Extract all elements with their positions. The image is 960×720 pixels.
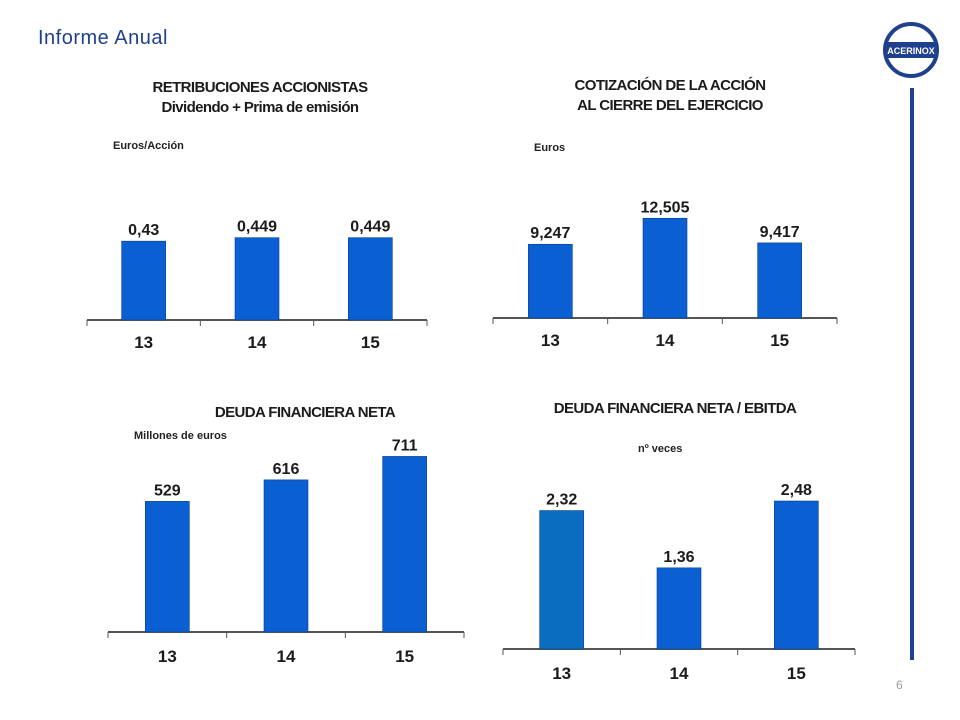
chart-4-tick-label-15: 15 bbox=[787, 664, 806, 683]
chart-4-tick-label-14: 14 bbox=[670, 664, 689, 683]
chart-4-data-label-13: 2,32 bbox=[546, 492, 577, 509]
brand-vertical-rule bbox=[910, 88, 914, 660]
chart-3-bar-14 bbox=[263, 479, 309, 633]
chart-2-data-label-14: 12,505 bbox=[641, 199, 690, 216]
chart-4-title: DEUDA FINANCIERA NETA / EBITDA bbox=[510, 399, 840, 419]
chart-2-bar-15 bbox=[757, 242, 802, 319]
chart-1-tick-label-15: 15 bbox=[361, 333, 380, 352]
chart-2-unit: Euros bbox=[534, 142, 566, 154]
chart-1-title-line-2: Dividendo + Prima de emisión bbox=[161, 99, 359, 116]
chart-4: 2,32 13 1,36 14 2,48 15 bbox=[502, 482, 856, 683]
chart-1-title-line-1: RETRIBUCIONES ACCIONISTAS bbox=[152, 79, 368, 96]
chart-1-bar-14 bbox=[234, 237, 280, 321]
page-number: 6 bbox=[896, 678, 903, 692]
chart-3: 529 13 616 14 711 15 bbox=[107, 437, 465, 666]
chart-2-data-label-13: 9,247 bbox=[530, 225, 570, 242]
chart-1-data-label-14: 0,449 bbox=[237, 219, 277, 236]
report-title: Informe Anual bbox=[38, 27, 168, 49]
chart-3-data-label-13: 529 bbox=[154, 482, 181, 499]
chart-3-tick-label-15: 15 bbox=[395, 647, 414, 666]
chart-2-bar-14 bbox=[642, 217, 688, 319]
chart-1: 0,43 13 0,449 14 0,449 15 bbox=[86, 219, 428, 352]
chart-1-tick-label-14: 14 bbox=[248, 333, 267, 352]
chart-3-tick-label-14: 14 bbox=[277, 647, 296, 666]
chart-4-title-line-1: DEUDA FINANCIERA NETA / EBITDA bbox=[553, 400, 797, 417]
chart-4-bar-14 bbox=[656, 567, 702, 650]
chart-1-unit: Euros/Acción bbox=[113, 140, 184, 152]
chart-2-tick-label-14: 14 bbox=[656, 331, 675, 350]
chart-1-tick-label-13: 13 bbox=[134, 333, 153, 352]
chart-2-title: COTIZACIÓN DE LA ACCIÓN AL CIERRE DEL EJ… bbox=[505, 76, 835, 116]
chart-4-tick-label-13: 13 bbox=[552, 664, 571, 683]
chart-4-unit: nº veces bbox=[638, 443, 683, 455]
chart-1-bar-13 bbox=[121, 240, 166, 321]
logo-text: ACERINOX bbox=[887, 46, 935, 56]
chart-1-data-label-15: 0,449 bbox=[350, 219, 390, 236]
chart-1-data-label-13: 0,43 bbox=[128, 222, 159, 239]
chart-2-tick-label-15: 15 bbox=[770, 331, 789, 350]
chart-3-title: DEUDA FINANCIERA NETA bbox=[150, 403, 460, 423]
chart-2-bar-13 bbox=[528, 243, 573, 319]
chart-3-title-line-1: DEUDA FINANCIERA NETA bbox=[214, 404, 396, 421]
chart-2-tick-label-13: 13 bbox=[541, 331, 560, 350]
chart-2-title-line-1: COTIZACIÓN DE LA ACCIÓN bbox=[574, 77, 767, 94]
acerinox-logo: ACERINOX bbox=[883, 22, 939, 78]
chart-2: 9,247 13 12,505 14 9,417 15 bbox=[492, 199, 838, 350]
chart-1-title: RETRIBUCIONES ACCIONISTAS Dividendo + Pr… bbox=[100, 78, 420, 118]
chart-3-tick-label-13: 13 bbox=[158, 647, 177, 666]
chart-2-title-line-2: AL CIERRE DEL EJERCICIO bbox=[577, 97, 763, 114]
chart-4-data-label-14: 1,36 bbox=[663, 549, 694, 566]
chart-2-data-label-15: 9,417 bbox=[760, 224, 800, 241]
chart-1-bar-15 bbox=[348, 237, 393, 321]
chart-3-data-label-14: 616 bbox=[273, 461, 300, 478]
chart-3-bar-13 bbox=[145, 501, 190, 633]
chart-3-unit: Millones de euros bbox=[134, 430, 227, 442]
chart-4-bar-13 bbox=[539, 510, 584, 650]
chart-4-data-label-15: 2,48 bbox=[781, 482, 812, 499]
chart-3-bar-15 bbox=[382, 456, 427, 633]
chart-4-bar-15 bbox=[774, 500, 819, 650]
chart-3-data-label-15: 711 bbox=[392, 437, 418, 454]
